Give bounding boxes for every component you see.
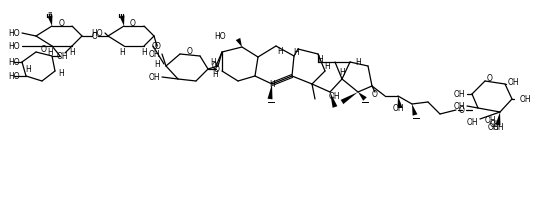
Text: OH: OH <box>392 104 404 113</box>
Text: OH: OH <box>489 119 501 128</box>
Text: O: O <box>487 73 493 83</box>
Text: OH: OH <box>149 73 160 82</box>
Text: O: O <box>130 18 136 28</box>
Text: H: H <box>339 67 345 76</box>
Text: H: H <box>58 68 64 77</box>
Text: H: H <box>69 48 75 56</box>
Text: H: H <box>119 48 125 56</box>
Text: O: O <box>459 106 465 114</box>
Text: O: O <box>187 46 193 55</box>
Text: O: O <box>155 42 161 51</box>
Text: OH: OH <box>492 123 504 132</box>
Text: OH: OH <box>466 117 478 126</box>
Text: OH: OH <box>453 101 465 110</box>
Text: OH: OH <box>508 77 520 86</box>
Polygon shape <box>412 104 417 116</box>
Text: H: H <box>212 70 218 79</box>
Text: OH: OH <box>56 52 68 61</box>
Polygon shape <box>268 84 273 99</box>
Text: OH: OH <box>484 116 496 125</box>
Text: O: O <box>212 61 218 70</box>
Text: H: H <box>293 48 299 56</box>
Text: O: O <box>214 64 220 73</box>
Text: O: O <box>41 45 47 54</box>
Text: O: O <box>92 31 98 40</box>
Text: OH: OH <box>488 123 500 132</box>
Text: HO: HO <box>8 42 20 51</box>
Text: H: H <box>317 55 323 64</box>
Text: HO: HO <box>8 71 20 80</box>
Polygon shape <box>120 15 125 26</box>
Polygon shape <box>330 92 337 108</box>
Polygon shape <box>48 15 53 26</box>
Text: H: H <box>154 59 160 68</box>
Text: O: O <box>59 18 65 28</box>
Text: O: O <box>152 42 158 51</box>
Polygon shape <box>341 92 358 104</box>
Text: H: H <box>269 79 275 89</box>
Text: HO: HO <box>8 58 20 67</box>
Text: OH: OH <box>453 89 465 98</box>
Text: O: O <box>372 89 378 98</box>
Text: OH: OH <box>328 92 340 101</box>
Text: HO: HO <box>8 28 20 37</box>
Polygon shape <box>236 38 242 47</box>
Text: HO: HO <box>92 28 103 37</box>
Text: H: H <box>25 64 31 73</box>
Text: H: H <box>210 58 216 67</box>
Text: H: H <box>355 58 361 67</box>
Text: HO: HO <box>215 31 226 40</box>
Text: H: H <box>324 61 330 70</box>
Text: H: H <box>141 48 147 56</box>
Text: OH: OH <box>520 95 532 104</box>
Text: H: H <box>47 48 53 56</box>
Text: OH: OH <box>149 49 160 58</box>
Text: ≡: ≡ <box>48 10 53 15</box>
Polygon shape <box>358 92 367 101</box>
Polygon shape <box>495 112 500 125</box>
Polygon shape <box>397 96 403 108</box>
Text: H: H <box>277 46 283 55</box>
